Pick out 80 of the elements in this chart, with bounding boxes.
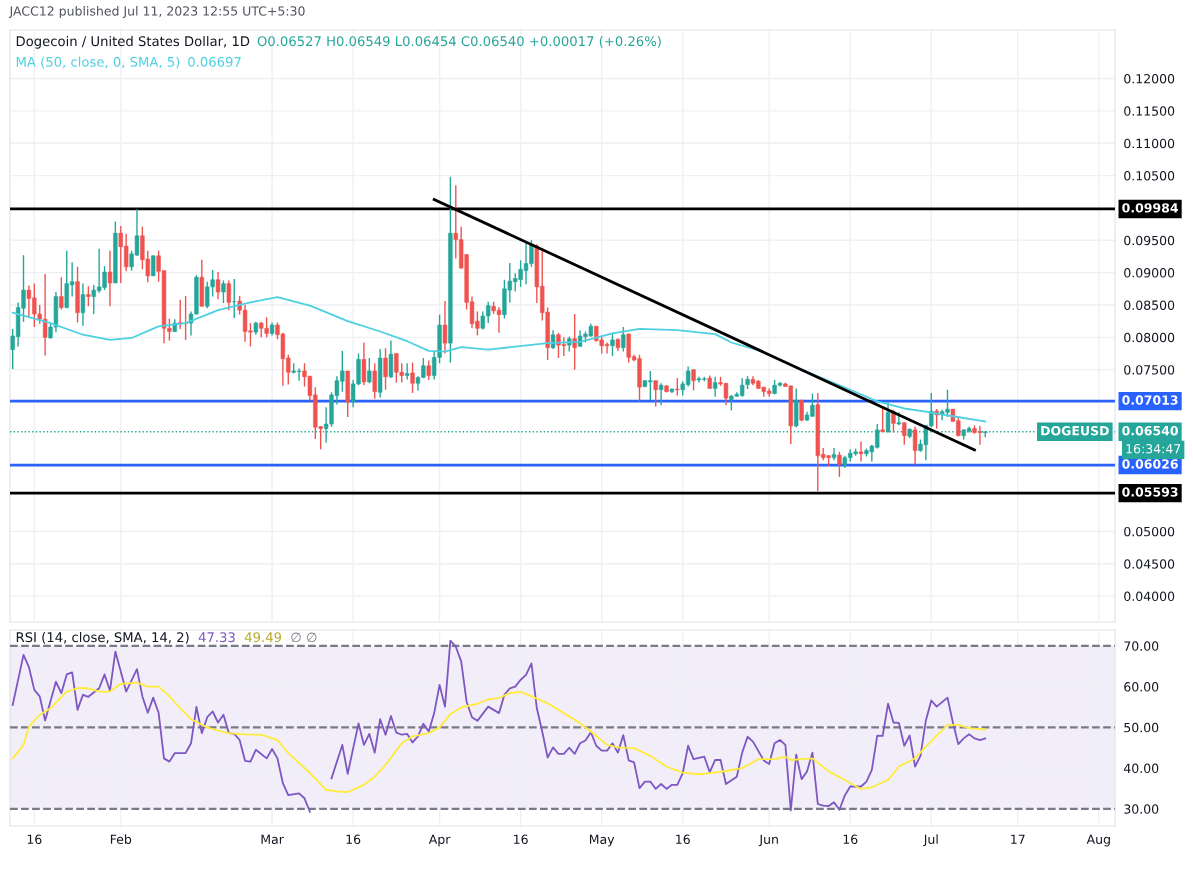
x-tick-label: 16: [676, 834, 690, 845]
x-tick-label: Mar: [261, 834, 284, 845]
annotation: DOGEUSD: [1041, 425, 1109, 436]
y-tick-label: 0.09500: [1124, 235, 1175, 246]
candlestick: [372, 362, 377, 400]
x-tick-label: Apr: [428, 834, 451, 847]
candlestick: [361, 341, 367, 386]
candlestick: [80, 282, 86, 327]
text: 16:34:47: [1126, 444, 1181, 454]
candlestick: [691, 368, 696, 392]
x-tick-label: 17: [1011, 834, 1025, 844]
candlestick: [215, 271, 221, 300]
annotation: O0.06527 H0.06549 L0.06454 C0.06540 +0.00017 (+0.26%): [257, 35, 661, 48]
candlestick: [426, 359, 431, 381]
candlestick: [712, 376, 718, 398]
x-tick-label: Jun: [758, 834, 778, 847]
candlestick: [831, 447, 837, 461]
candlestick: [902, 422, 907, 446]
x-tick-label: 16: [346, 834, 361, 845]
annotation: 47.33: [198, 632, 235, 643]
chart-title: Dogecoin / United States Dollar, 1D: [16, 35, 250, 49]
line-series: [11, 681, 987, 794]
text: JACC12 published Jul 11, 2023 12:55 UTC+5:30: [8, 6, 305, 19]
line-series: [11, 296, 987, 423]
x-tick-label: 16: [514, 834, 528, 845]
candlestick: [658, 382, 664, 406]
candlestick: [572, 313, 577, 371]
ref-line-label: 0.09984: [1122, 203, 1178, 213]
candlestick: [837, 451, 842, 478]
ref-line-label: 0.06540: [1122, 425, 1178, 436]
x-tick-label: Aug: [1086, 834, 1110, 847]
annotation: ∅ ∅: [291, 632, 317, 643]
y-tick-label: 0.04500: [1124, 559, 1175, 569]
y-tick-label: 0.04000: [1124, 591, 1175, 602]
candlestick: [912, 425, 918, 466]
y-tick-label: 0.05000: [1124, 526, 1175, 537]
candlestick: [232, 278, 237, 319]
y-tick-label: 50.00: [1124, 722, 1159, 733]
candlestick: [858, 440, 864, 463]
annotation: 0.06697: [188, 56, 241, 67]
y-tick-label: 0.10500: [1124, 171, 1175, 181]
y-tick-label: 40.00: [1123, 763, 1159, 774]
text: MA (50, close, 0, SMA, 5): [16, 56, 180, 69]
y-tick-label: 0.07500: [1124, 365, 1175, 375]
candlestick: [221, 279, 226, 304]
candlestick: [107, 249, 113, 307]
ref-line-label: 0.07013: [1122, 395, 1178, 405]
x-tick-label: Jul: [923, 834, 938, 847]
candlestick: [610, 332, 615, 357]
x-tick-label: Feb: [110, 834, 132, 845]
chart-title: RSI (14, close, SMA, 14, 2): [16, 631, 189, 644]
y-tick-label: 0.08000: [1124, 332, 1175, 343]
annotation: 49.49: [244, 632, 282, 643]
y-tick-label: 0.09000: [1124, 268, 1175, 278]
candlestick: [410, 361, 415, 394]
candlestick: [383, 347, 388, 391]
ref-line-label: 0.06026: [1122, 459, 1178, 469]
candlestick: [404, 362, 410, 381]
x-tick-label: 16: [27, 834, 42, 845]
y-tick-label: 30.00: [1124, 804, 1159, 814]
candlestick: [151, 254, 156, 277]
y-tick-label: 60.00: [1124, 682, 1159, 692]
y-tick-label: 0.11500: [1124, 106, 1175, 116]
candlestick: [367, 357, 372, 384]
x-tick-label: 16: [843, 834, 858, 845]
candlestick: [621, 326, 626, 353]
candlestick: [59, 276, 64, 311]
y-tick-label: 0.11000: [1124, 138, 1175, 149]
x-tick-label: May: [589, 834, 615, 847]
candlestick: [388, 339, 394, 379]
y-tick-label: 0.08500: [1124, 300, 1175, 310]
candlestick: [442, 300, 448, 355]
candlestick: [891, 409, 896, 434]
candlestick: [86, 285, 91, 307]
candlestick: [885, 400, 891, 434]
candlestick: [653, 379, 658, 408]
y-tick-label: 70.00: [1124, 641, 1159, 651]
ref-line-label: 0.05593: [1122, 487, 1178, 497]
y-tick-label: 0.12000: [1124, 74, 1175, 84]
candlestick: [226, 279, 232, 311]
